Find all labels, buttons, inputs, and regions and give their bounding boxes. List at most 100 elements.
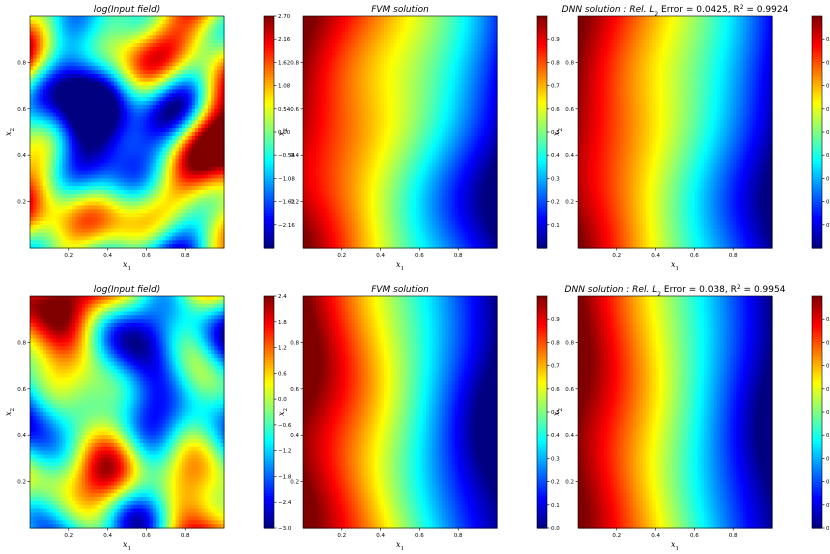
heatmap-cell <box>474 19 479 25</box>
heatmap-cell <box>474 16 479 21</box>
heatmap-cell <box>97 147 102 152</box>
heatmap-cell <box>94 151 99 156</box>
heatmap-cell <box>156 19 160 25</box>
heatmap-cell <box>217 108 222 114</box>
heatmap-cell <box>52 104 57 110</box>
heatmap-cell <box>42 112 47 118</box>
heatmap-cell <box>46 178 50 183</box>
heatmap-cell <box>133 228 138 234</box>
heatmap-cell <box>59 147 63 152</box>
heatmap-cell <box>220 151 225 156</box>
heatmap-cell <box>133 232 138 237</box>
heatmap-cell <box>117 162 122 168</box>
heatmap-cell <box>36 23 41 29</box>
heatmap-cell <box>133 46 138 52</box>
heatmap-cell <box>59 232 63 237</box>
heatmap-cell <box>94 143 99 149</box>
heatmap-cell <box>55 228 60 234</box>
heatmap-cell <box>185 27 190 33</box>
heatmap-cell <box>165 132 170 137</box>
heatmap-cell <box>149 112 154 118</box>
heatmap-cell <box>374 19 378 25</box>
heatmap-cell <box>130 236 135 241</box>
heatmap-cell <box>110 139 115 145</box>
heatmap-cell <box>36 58 41 63</box>
heatmap-cell <box>33 124 38 129</box>
heatmap-cell <box>46 132 50 137</box>
heatmap-cell <box>97 193 102 199</box>
heatmap-cell <box>377 31 382 36</box>
heatmap-cell <box>130 151 135 156</box>
heatmap-cell <box>220 236 225 241</box>
heatmap-cell <box>139 43 144 48</box>
heatmap-cell <box>114 151 118 156</box>
heatmap-cell <box>49 97 54 102</box>
heatmap-cell <box>207 244 212 249</box>
heatmap-cell <box>52 186 57 191</box>
heatmap-cell <box>55 85 60 91</box>
heatmap-cell <box>172 16 177 21</box>
heatmap-cell <box>172 108 177 114</box>
heatmap-cell <box>33 23 38 29</box>
heatmap-cell <box>91 85 96 91</box>
heatmap-cell <box>114 240 118 245</box>
heatmap-cell <box>188 190 193 195</box>
heatmap-cell <box>68 70 73 75</box>
heatmap-cell <box>59 186 63 191</box>
heatmap-cell <box>178 166 183 172</box>
heatmap-cell <box>194 74 199 79</box>
heatmap-cell <box>393 27 398 33</box>
heatmap-cell <box>178 201 183 207</box>
heatmap-cell <box>156 101 160 106</box>
heatmap-cell <box>201 201 206 207</box>
heatmap-cell <box>127 236 131 241</box>
heatmap-cell <box>30 74 34 79</box>
heatmap-cell <box>188 43 193 48</box>
heatmap-cell <box>107 27 112 33</box>
heatmap-cell <box>75 19 80 25</box>
heatmap-cell <box>42 77 47 83</box>
heatmap-cell <box>46 101 50 106</box>
heatmap-cell <box>146 93 151 98</box>
heatmap-cell <box>178 85 183 91</box>
heatmap-cell <box>139 151 144 156</box>
heatmap-cell <box>351 19 356 25</box>
colorbar-segment <box>264 195 274 200</box>
heatmap-cell <box>36 31 41 36</box>
heatmap-cell <box>207 132 212 137</box>
heatmap-cell <box>68 104 73 110</box>
heatmap-cell <box>165 58 170 63</box>
heatmap-cell <box>181 162 186 168</box>
heatmap-cell <box>101 159 105 164</box>
heatmap-cell <box>198 205 202 210</box>
heatmap-cell <box>220 178 225 183</box>
heatmap-cell <box>332 19 336 25</box>
heatmap-cell <box>172 201 177 207</box>
heatmap-cell <box>75 159 80 164</box>
heatmap-cell <box>136 162 141 168</box>
heatmap-cell <box>367 23 372 29</box>
heatmap-cell <box>110 135 115 141</box>
heatmap-cell <box>188 81 193 87</box>
heatmap-cell <box>172 193 177 199</box>
heatmap-cell <box>211 224 215 230</box>
heatmap-cell <box>191 232 196 237</box>
heatmap-cell <box>191 162 196 168</box>
heatmap-cell <box>42 135 47 141</box>
heatmap-cell <box>88 236 93 241</box>
heatmap-cell <box>30 93 34 98</box>
heatmap-cell <box>59 70 63 75</box>
heatmap-cell <box>169 58 173 63</box>
heatmap-cell <box>68 151 73 156</box>
heatmap-cell <box>204 120 209 125</box>
heatmap-cell <box>143 108 147 114</box>
heatmap-cell <box>484 27 488 33</box>
heatmap-cell <box>88 81 93 87</box>
heatmap-cell <box>104 224 109 230</box>
colorbar-segment <box>264 74 274 78</box>
heatmap-cell <box>75 39 80 44</box>
heatmap-cell <box>133 74 138 79</box>
heatmap-cell <box>143 139 147 145</box>
heatmap-cell <box>107 97 112 102</box>
